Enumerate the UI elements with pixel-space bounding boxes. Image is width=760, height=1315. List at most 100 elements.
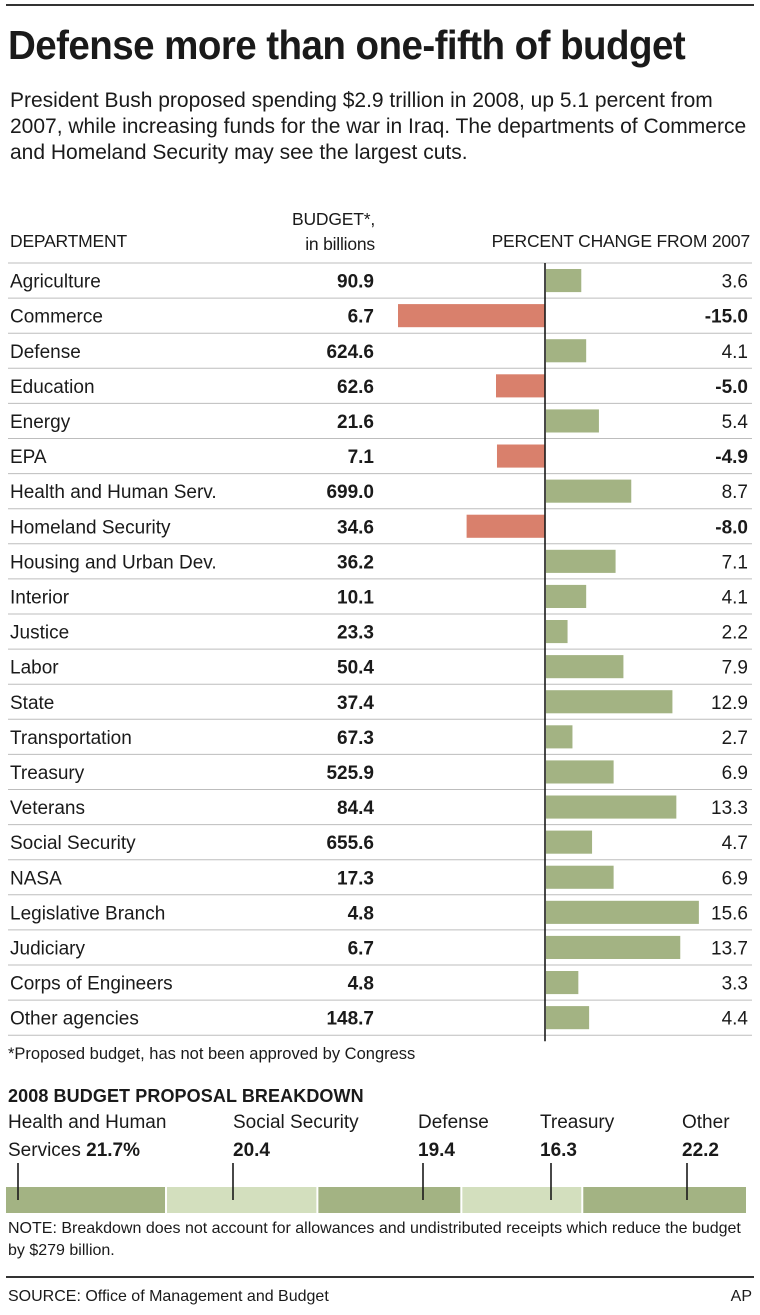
breakdown-label-line1: Health and Human xyxy=(8,1112,167,1133)
bottom-rule xyxy=(6,1276,754,1278)
category-label: Treasury xyxy=(10,763,85,784)
category-label: Judiciary xyxy=(10,938,85,959)
data-label: 8.7 xyxy=(722,482,748,503)
data-label: 5.4 xyxy=(722,412,749,433)
budget-value: 7.1 xyxy=(348,447,375,468)
bar xyxy=(546,935,681,959)
category-label: NASA xyxy=(10,868,62,889)
category-label: EPA xyxy=(10,447,47,468)
category-label: Social Security xyxy=(10,833,136,854)
breakdown-label-line1: Treasury xyxy=(540,1112,615,1133)
category-label: Justice xyxy=(10,623,69,644)
breakdown-segment xyxy=(462,1187,582,1213)
data-label: 4.1 xyxy=(722,587,748,608)
chart-title: Defense more than one-fifth of budget xyxy=(8,22,686,68)
bar xyxy=(546,409,599,433)
breakdown-label: Health and Human Services 21.7% xyxy=(8,1109,166,1165)
category-label: State xyxy=(10,693,54,714)
budget-header-line1: BUDGET*, xyxy=(292,209,375,229)
data-label: 15.6 xyxy=(711,903,748,924)
category-label: Transportation xyxy=(10,728,132,749)
bar xyxy=(546,690,673,714)
category-label: Other agencies xyxy=(10,1009,139,1030)
budget-value: 148.7 xyxy=(326,1009,374,1030)
budget-value: 84.4 xyxy=(337,798,374,819)
top-rule xyxy=(6,4,754,6)
category-label: Veterans xyxy=(10,798,85,819)
breakdown-value: 19.4 xyxy=(418,1140,455,1161)
budget-value: 37.4 xyxy=(337,693,374,714)
breakdown-label-line1: Defense xyxy=(418,1112,489,1133)
data-label: 13.3 xyxy=(711,798,748,819)
category-label: Commerce xyxy=(10,307,103,328)
source-line: SOURCE: Office of Management and Budget xyxy=(8,1288,329,1305)
budget-value: 525.9 xyxy=(326,763,374,784)
bar xyxy=(546,760,614,784)
data-label: 13.7 xyxy=(711,938,748,959)
budget-value: 67.3 xyxy=(337,728,374,749)
budget-value: 21.6 xyxy=(337,412,374,433)
bar xyxy=(546,339,587,363)
breakdown-value: 20.4 xyxy=(233,1140,270,1161)
data-label: -4.9 xyxy=(715,447,748,468)
breakdown-value: 22.2 xyxy=(682,1140,719,1161)
bar xyxy=(466,514,545,538)
budget-value: 4.8 xyxy=(348,903,374,924)
category-label: Energy xyxy=(10,412,71,433)
bar xyxy=(546,620,568,644)
bar xyxy=(546,655,624,679)
data-label: -5.0 xyxy=(715,377,748,398)
intro-text: President Bush proposed spending $2.9 tr… xyxy=(10,89,747,164)
budget-value: 50.4 xyxy=(337,658,374,679)
bar xyxy=(496,444,545,468)
category-label: Interior xyxy=(10,587,70,608)
breakdown-segment xyxy=(318,1187,461,1213)
data-label: 4.1 xyxy=(722,342,748,363)
budget-value: 6.7 xyxy=(348,938,374,959)
budget-value: 36.2 xyxy=(337,552,374,573)
breakdown-label-line1: Social Security xyxy=(233,1112,359,1133)
data-label: 4.4 xyxy=(722,1009,749,1030)
budget-value: 10.1 xyxy=(337,587,374,608)
data-label: 3.6 xyxy=(722,272,748,293)
data-label: -8.0 xyxy=(715,517,748,538)
data-label: 7.9 xyxy=(722,658,748,679)
bar xyxy=(546,549,616,573)
breakdown-label: Treasury 16.3 xyxy=(540,1109,614,1165)
breakdown-label-line2: 22.2 xyxy=(682,1137,730,1165)
data-label: 12.9 xyxy=(711,693,748,714)
data-label: 7.1 xyxy=(722,552,748,573)
category-label: Corps of Engineers xyxy=(10,974,173,995)
bar xyxy=(546,971,579,995)
category-label: Housing and Urban Dev. xyxy=(10,552,217,573)
data-label: 6.9 xyxy=(722,763,748,784)
bar xyxy=(546,795,677,819)
breakdown-label: Defense 19.4 xyxy=(418,1109,489,1165)
category-label: Labor xyxy=(10,658,59,679)
breakdown-segment xyxy=(6,1187,166,1213)
budget-value: 62.6 xyxy=(337,377,374,398)
budget-header-line2: in billions xyxy=(305,234,375,254)
category-label: Defense xyxy=(10,342,81,363)
percent-change-header: PERCENT CHANGE FROM 2007 xyxy=(491,231,751,251)
data-label: 6.9 xyxy=(722,868,748,889)
category-label: Health and Human Serv. xyxy=(10,482,217,503)
breakdown-label-line2: Services 21.7% xyxy=(8,1140,141,1161)
category-label: Agriculture xyxy=(10,272,101,293)
bar xyxy=(496,374,545,398)
category-label: Legislative Branch xyxy=(10,903,165,924)
breakdown-segment xyxy=(583,1187,746,1213)
breakdown-label-line2: 19.4 xyxy=(418,1137,489,1165)
budget-value: 17.3 xyxy=(337,868,374,889)
breakdown-label: Other 22.2 xyxy=(682,1109,730,1165)
budget-value: 34.6 xyxy=(337,517,374,538)
breakdown-value: 16.3 xyxy=(540,1140,577,1161)
breakdown-segment xyxy=(167,1187,317,1213)
breakdown-value: 21.7% xyxy=(86,1140,141,1161)
data-label: 2.2 xyxy=(722,623,748,644)
category-label: Education xyxy=(10,377,95,398)
data-label: 4.7 xyxy=(722,833,748,854)
bar xyxy=(546,584,587,608)
department-header: DEPARTMENT xyxy=(10,231,127,251)
data-label: 2.7 xyxy=(722,728,748,749)
